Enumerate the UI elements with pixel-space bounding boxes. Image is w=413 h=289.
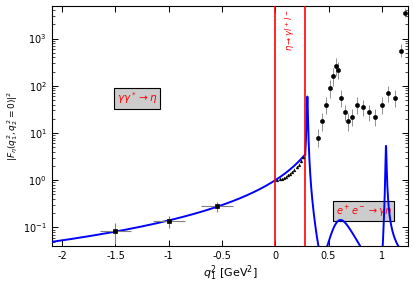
X-axis label: $q_1^2$ [GeV$^2$]: $q_1^2$ [GeV$^2$] xyxy=(202,264,256,284)
Text: $\gamma\gamma^*\rightarrow\eta$: $\gamma\gamma^*\rightarrow\eta$ xyxy=(116,90,157,106)
Text: $e^+e^-\rightarrow\gamma\eta$: $e^+e^-\rightarrow\gamma\eta$ xyxy=(335,204,391,219)
Text: $\eta\rightarrow\gamma l^+l^-$: $\eta\rightarrow\gamma l^+l^-$ xyxy=(282,10,296,51)
Y-axis label: $|F_{\eta}(q_1^2,q_2^2{=}0)|^2$: $|F_{\eta}(q_1^2,q_2^2{=}0)|^2$ xyxy=(5,91,20,161)
